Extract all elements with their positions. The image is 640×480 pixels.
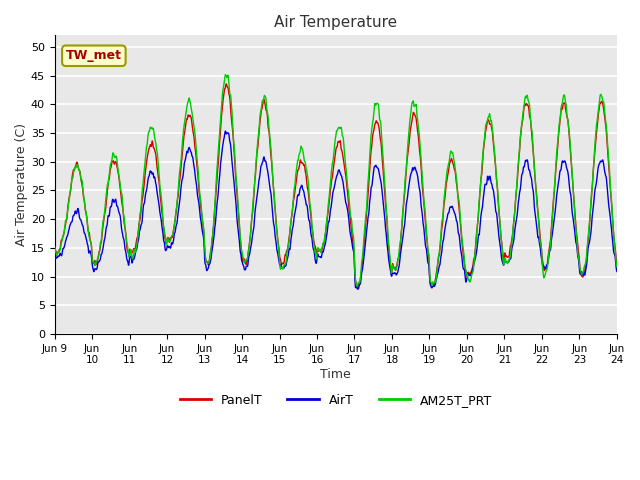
Title: Air Temperature: Air Temperature <box>274 15 397 30</box>
Text: TW_met: TW_met <box>66 49 122 62</box>
X-axis label: Time: Time <box>321 368 351 381</box>
Legend: PanelT, AirT, AM25T_PRT: PanelT, AirT, AM25T_PRT <box>175 389 497 411</box>
Y-axis label: Air Temperature (C): Air Temperature (C) <box>15 123 28 246</box>
